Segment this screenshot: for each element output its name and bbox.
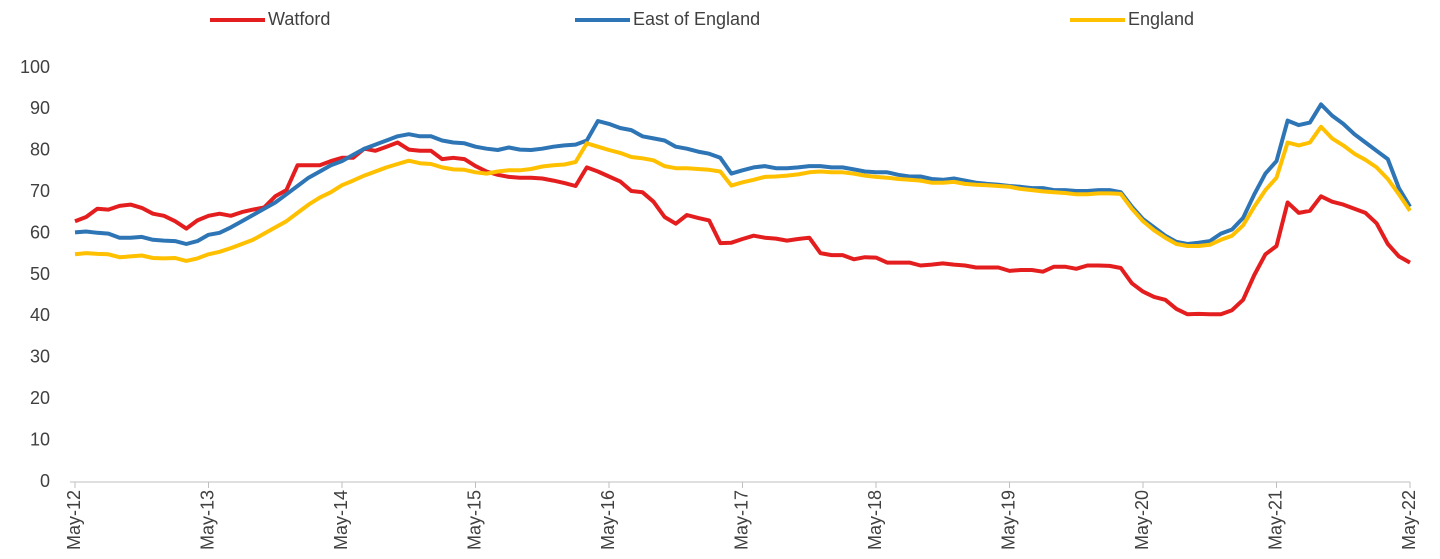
- legend-label: East of England: [633, 9, 760, 29]
- x-tick-label: May-15: [464, 490, 484, 550]
- y-tick-label: 0: [40, 471, 50, 491]
- y-tick-label: 50: [30, 264, 50, 284]
- legend-label: England: [1128, 9, 1194, 29]
- series-line: [74, 102, 1412, 246]
- x-tick-label: May-18: [865, 490, 885, 550]
- y-tick-label: 80: [30, 140, 50, 160]
- x-tick-label: May-13: [197, 490, 217, 550]
- y-tick-label: 60: [30, 222, 50, 242]
- y-tick-label: 30: [30, 347, 50, 367]
- x-tick-label: May-14: [331, 490, 351, 550]
- y-tick-label: 40: [30, 305, 50, 325]
- y-tick-label: 70: [30, 181, 50, 201]
- x-tick-label: May-21: [1265, 490, 1285, 550]
- x-tick-label: May-22: [1399, 490, 1419, 550]
- x-tick-label: May-16: [598, 490, 618, 550]
- series-line: [74, 140, 1411, 317]
- x-tick-label: May-17: [731, 490, 751, 550]
- x-tick-label: May-19: [998, 490, 1018, 550]
- legend-label: Watford: [268, 9, 330, 29]
- series-line: [74, 124, 1412, 263]
- x-tick-label: May-12: [64, 490, 84, 550]
- y-tick-label: 10: [30, 429, 50, 449]
- x-tick-label: May-20: [1132, 490, 1152, 550]
- y-tick-label: 90: [30, 98, 50, 118]
- y-tick-label: 100: [20, 57, 50, 77]
- y-tick-label: 20: [30, 388, 50, 408]
